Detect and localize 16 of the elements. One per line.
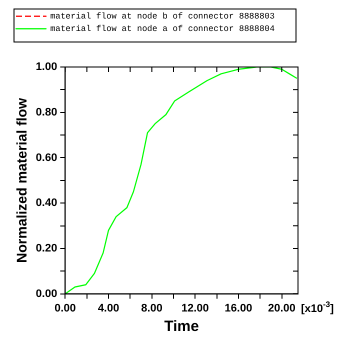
x-tick-label: 16.00 (224, 302, 252, 314)
y-tick-label: 0.20 (36, 242, 58, 254)
x-tick-label: 0.00 (54, 302, 76, 314)
legend-label: material flow at node a of connector 8888804 (50, 24, 275, 34)
x-tick-label: 4.00 (98, 302, 120, 314)
y-tick-label: 1.00 (36, 61, 58, 74)
x-tick-label: 8.00 (141, 302, 163, 314)
x-tick-label: 12.00 (181, 302, 209, 314)
y-tick-label: 0.80 (36, 106, 58, 118)
x-axis-title: Time (164, 318, 199, 336)
x-tick-label: 20.00 (268, 302, 296, 314)
y-axis-title: Normalized material flow (13, 98, 30, 263)
legend-label: material flow at node b of connector 8888803 (50, 12, 275, 22)
y-tick-label: 0.60 (36, 152, 58, 164)
y-tick-label: 0.40 (36, 197, 58, 210)
y-tick-label: 0.00 (36, 288, 58, 300)
